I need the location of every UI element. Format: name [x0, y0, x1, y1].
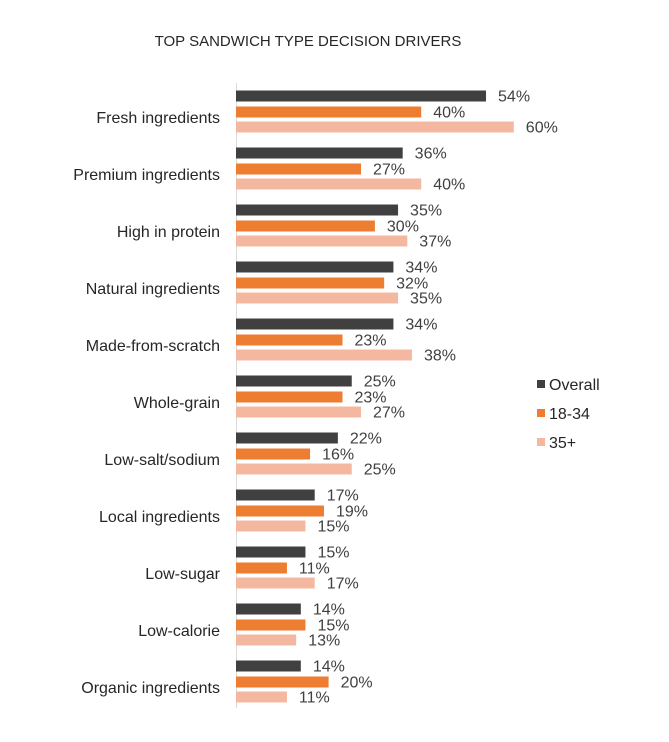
bar [236, 318, 394, 330]
legend-swatch [537, 409, 545, 417]
data-label: 54% [498, 89, 530, 106]
category-label: Natural ingredients [86, 281, 220, 298]
bar [236, 634, 297, 646]
bar [236, 489, 315, 501]
data-label: 17% [327, 488, 359, 505]
data-label: 15% [317, 545, 349, 562]
category-label: Whole-grain [134, 395, 220, 412]
chart-title: TOP SANDWICH TYPE DECISION DRIVERS [155, 33, 462, 50]
category-label: Local ingredients [99, 509, 220, 526]
category-label: Low-calorie [138, 623, 220, 640]
data-label: 11% [299, 561, 330, 578]
bar [236, 204, 399, 216]
data-label: 34% [405, 260, 437, 277]
data-label: 25% [364, 374, 396, 391]
bar [236, 660, 301, 672]
bar [236, 406, 362, 418]
data-label: 22% [350, 431, 382, 448]
bar [236, 619, 306, 631]
data-label: 34% [405, 317, 437, 334]
bar [236, 235, 408, 247]
data-label: 13% [308, 633, 340, 650]
bars-layer: Fresh ingredients 54% 40% 60% Premium ingred… [73, 83, 558, 708]
bar [236, 147, 403, 159]
bar [236, 463, 352, 475]
bar [236, 546, 306, 558]
data-label: 23% [354, 333, 386, 350]
bar [236, 676, 329, 688]
legend-swatch [537, 438, 545, 446]
data-label: 19% [336, 504, 368, 521]
data-label: 15% [317, 519, 349, 536]
bar [236, 603, 301, 615]
data-label: 40% [433, 177, 465, 194]
data-label: 23% [354, 390, 386, 407]
legend-label: Overall [549, 377, 600, 394]
category-label: Made-from-scratch [86, 338, 220, 355]
category-label: Low-salt/sodium [104, 452, 220, 469]
data-label: 35% [410, 203, 442, 220]
bar [236, 505, 324, 517]
bar [236, 520, 306, 532]
category-label: Premium ingredients [73, 167, 220, 184]
data-label: 14% [313, 602, 345, 619]
category-label: Fresh ingredients [96, 110, 220, 127]
data-label: 37% [419, 234, 451, 251]
data-label: 25% [364, 462, 396, 479]
bar [236, 562, 287, 574]
data-label: 40% [433, 105, 465, 122]
data-label: 32% [396, 276, 428, 293]
legend-label: 18-34 [549, 406, 590, 423]
data-label: 27% [373, 162, 405, 179]
bar [236, 448, 311, 460]
bar [236, 292, 399, 304]
data-label: 20% [341, 675, 373, 692]
bar [236, 261, 394, 273]
data-label: 38% [424, 348, 456, 365]
bar [236, 691, 287, 703]
legend-swatch [537, 380, 545, 388]
bar [236, 121, 514, 133]
bar [236, 391, 343, 403]
bar [236, 349, 412, 361]
bar [236, 220, 375, 232]
data-label: 60% [526, 120, 558, 137]
category-label: Organic ingredients [81, 680, 220, 697]
data-label: 36% [415, 146, 447, 163]
bar [236, 334, 343, 346]
bar [236, 106, 422, 118]
data-label: 15% [317, 618, 349, 635]
legend-label: 35+ [549, 435, 576, 452]
bar [236, 432, 338, 444]
data-label: 14% [313, 659, 345, 676]
bar [236, 90, 487, 102]
data-label: 16% [322, 447, 354, 464]
data-label: 11% [299, 690, 330, 707]
data-label: 17% [327, 576, 359, 593]
data-label: 27% [373, 405, 405, 422]
bar [236, 375, 352, 387]
legend: Overall 18-34 35+ [537, 377, 600, 452]
bar [236, 277, 385, 289]
bar [236, 178, 422, 190]
category-label: High in protein [117, 224, 220, 241]
data-label: 30% [387, 219, 419, 236]
category-label: Low-sugar [145, 566, 220, 583]
bar [236, 577, 315, 589]
data-label: 35% [410, 291, 442, 308]
bar [236, 163, 362, 175]
